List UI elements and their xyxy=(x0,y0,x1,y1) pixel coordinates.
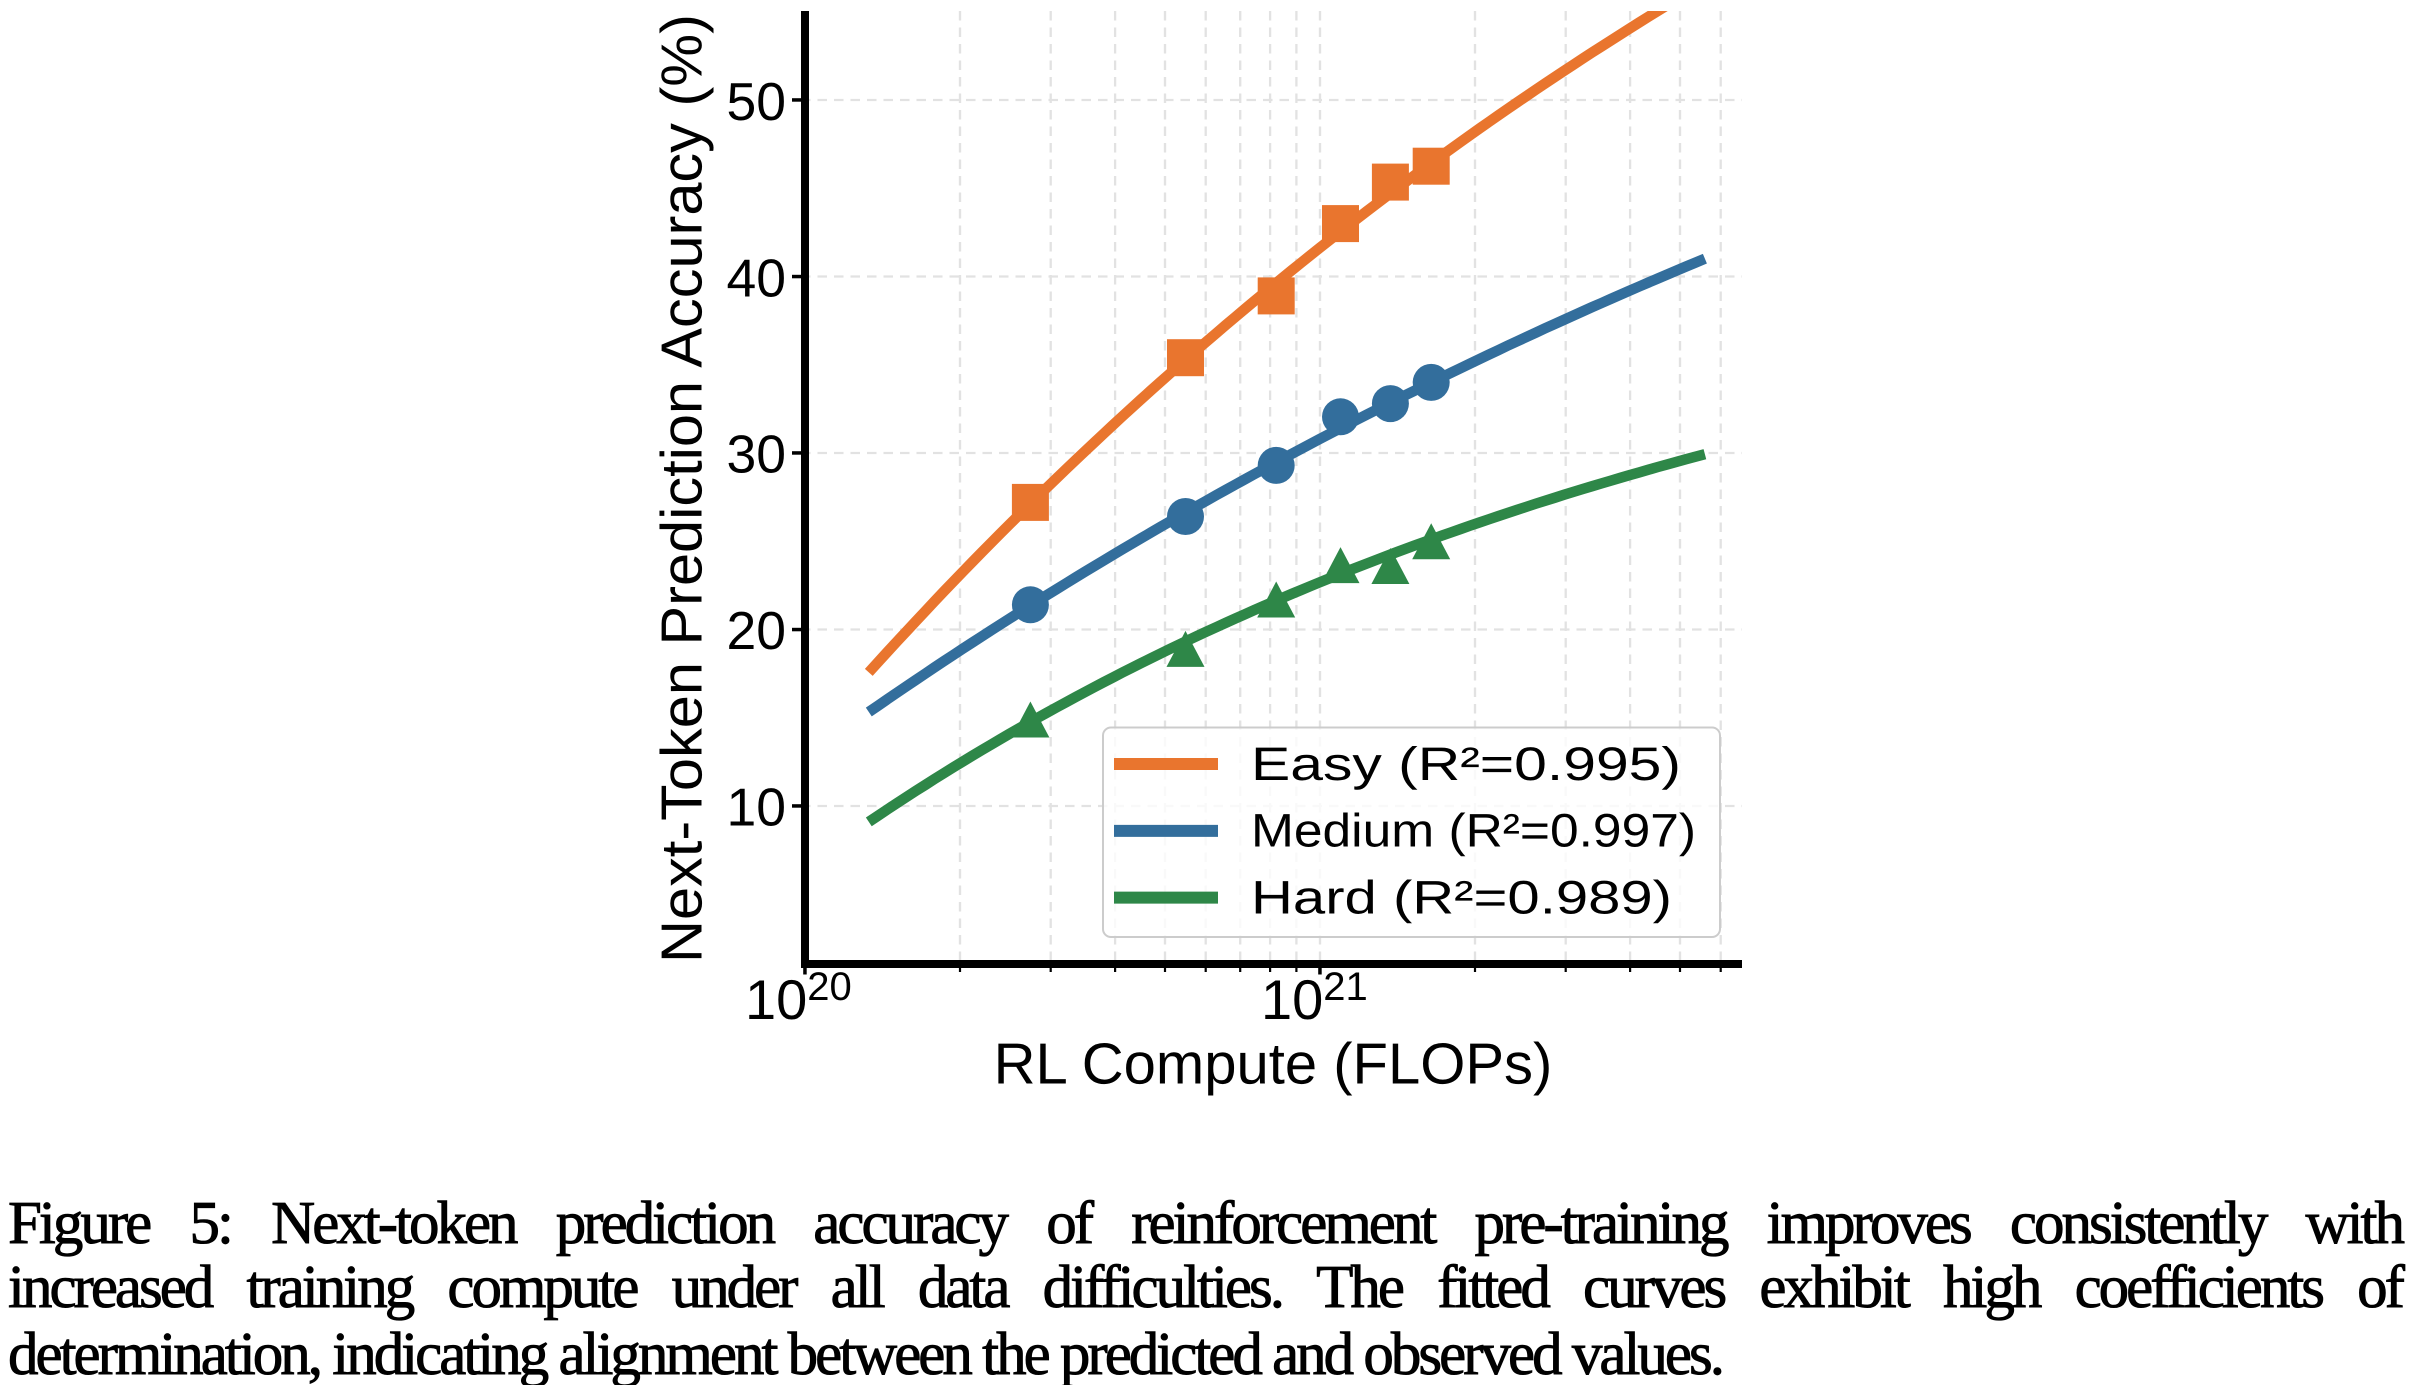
svg-text:Figure 5: Next-token predictio: Figure 5: Next-token prediction accuracy… xyxy=(8,1190,2404,1257)
svg-text:Hard (R²=0.989): Hard (R²=0.989) xyxy=(1251,870,1672,923)
svg-text:30: 30 xyxy=(726,426,786,485)
svg-text:40: 40 xyxy=(726,250,786,309)
svg-text:RL Compute (FLOPs): RL Compute (FLOPs) xyxy=(994,1032,1553,1097)
svg-text:20: 20 xyxy=(726,602,786,661)
svg-text:Medium (R²=0.997): Medium (R²=0.997) xyxy=(1251,804,1696,857)
svg-text:increased training compute und: increased training compute under all dat… xyxy=(8,1254,2406,1321)
svg-text:50: 50 xyxy=(726,73,786,132)
svg-text:determination, indicating alig: determination, indicating alignment betw… xyxy=(8,1321,1722,1385)
svg-text:Easy (R²=0.995): Easy (R²=0.995) xyxy=(1251,737,1681,790)
svg-text:10: 10 xyxy=(726,779,786,838)
svg-text:Next-Token Prediction Accuracy: Next-Token Prediction Accuracy (%) xyxy=(650,14,715,963)
